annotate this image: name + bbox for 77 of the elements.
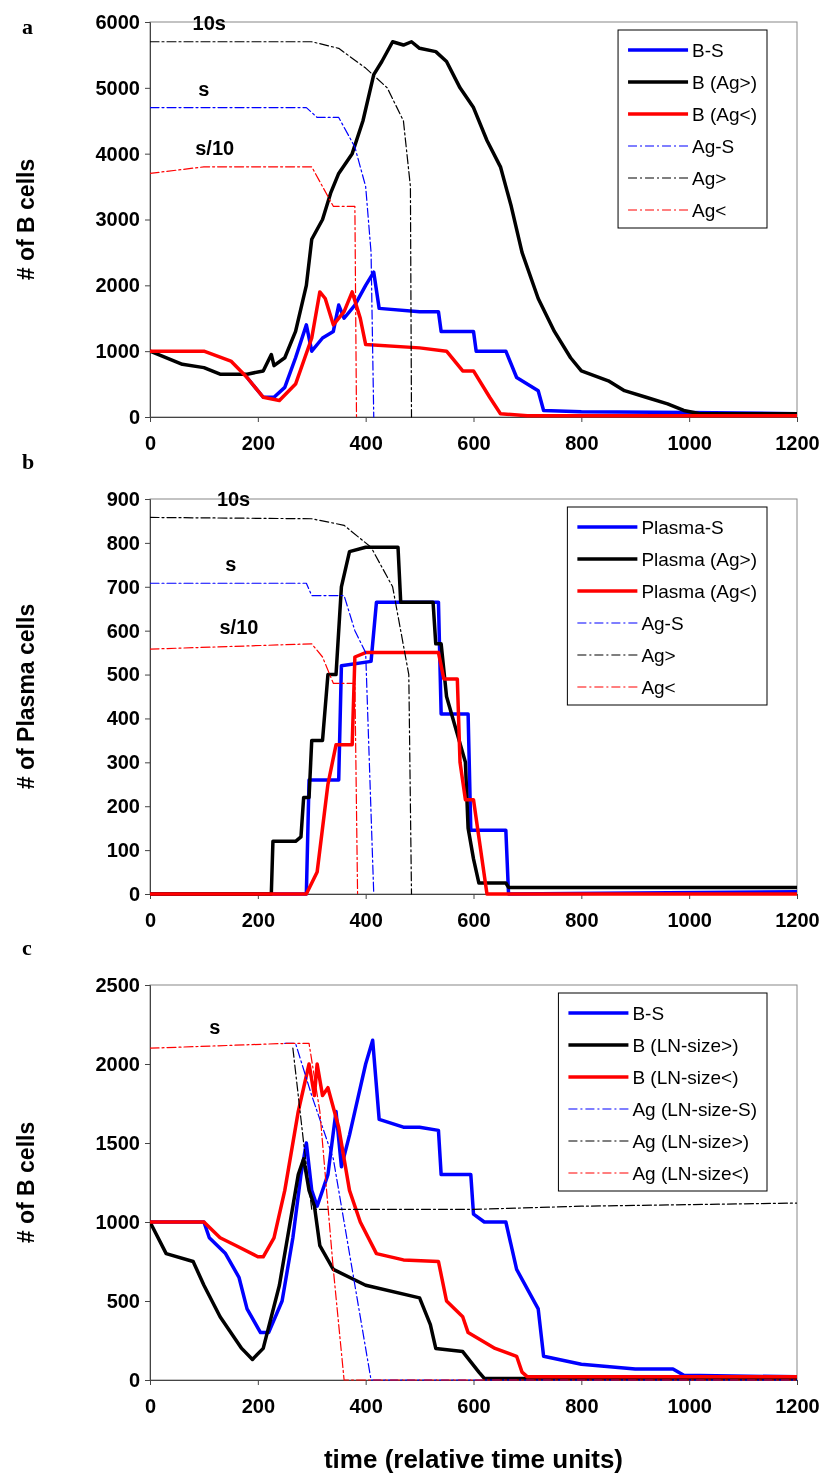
annotation: s [198, 77, 210, 100]
y-tick-label: 0 [128, 882, 140, 905]
y-tick-label: 0 [128, 405, 140, 428]
y-tick-label: 2000 [95, 1052, 140, 1075]
y-tick-label: 1000 [95, 340, 140, 363]
x-tick-label: 0 [144, 432, 157, 455]
x-axis-title: time (relative time units) [323, 1444, 624, 1474]
legend-label: Ag< [641, 677, 676, 698]
y-tick-label: 3000 [95, 208, 140, 231]
line-series [150, 40, 797, 416]
x-tick-label: 1000 [667, 1395, 712, 1418]
y-tick-label: 1000 [95, 1210, 140, 1233]
y-tick-label: 5000 [95, 76, 140, 99]
legend-label: Ag-S [641, 613, 684, 634]
legend-label: Ag (LN-size>) [632, 1131, 750, 1152]
x-tick-label: 0 [144, 1395, 157, 1418]
annotation: 10s [216, 487, 251, 510]
y-tick-label: 0 [128, 1368, 140, 1391]
legend-label: Plasma-S [641, 517, 724, 538]
legend-label: Plasma (Ag<) [641, 581, 757, 602]
annotation: s/10 [219, 616, 259, 639]
annotation: 10s [192, 11, 226, 34]
y-tick-label: 4000 [95, 142, 140, 165]
x-tick-label: 400 [349, 432, 383, 455]
annotation: s [225, 553, 237, 576]
y-tick-label: 2000 [95, 274, 140, 297]
y-tick-label: 2500 [95, 973, 140, 996]
legend-label: B-S [632, 1003, 665, 1024]
y-tick-label: 400 [106, 707, 140, 730]
legend-label: Ag-S [692, 136, 735, 157]
legend-label: Ag (LN-size-S) [632, 1099, 757, 1120]
chart-title: c [22, 935, 32, 960]
x-tick-label: 1200 [775, 909, 820, 932]
x-tick-label: 200 [241, 432, 276, 455]
legend-label: B (Ag<) [692, 104, 757, 125]
y-tick-label: 300 [106, 751, 140, 774]
x-tick-label: 1200 [775, 1395, 820, 1418]
x-tick-label: 800 [565, 432, 599, 455]
y-tick-label: 200 [106, 795, 140, 818]
legend-label: Ag (LN-size<) [632, 1163, 750, 1184]
legend-label: B (LN-size<) [632, 1067, 739, 1088]
legend-label: B (Ag>) [692, 72, 757, 93]
y-tick-label: 100 [106, 839, 140, 862]
legend-label: Plasma (Ag>) [641, 549, 757, 570]
legend-label: Ag> [641, 645, 676, 666]
legend-label: Ag> [692, 168, 727, 189]
x-tick-label: 600 [457, 909, 491, 932]
y-tick-label: 700 [106, 575, 140, 598]
legend-label: Ag< [692, 200, 727, 221]
annotation: s [209, 1015, 221, 1038]
y-axis-title: # of B cells [13, 158, 39, 281]
chart-title: a [22, 14, 33, 39]
x-tick-label: 800 [565, 1395, 599, 1418]
legend-label: B-S [692, 40, 724, 61]
x-tick-label: 0 [144, 909, 157, 932]
annotation: s/10 [195, 136, 235, 159]
x-tick-label: 200 [241, 1395, 276, 1418]
y-axis-title: # of Plasma cells [13, 603, 39, 790]
x-tick-label: 1000 [667, 432, 712, 455]
y-tick-label: 600 [106, 619, 140, 642]
y-tick-label: 900 [106, 487, 140, 510]
x-tick-label: 200 [241, 909, 276, 932]
y-tick-label: 6000 [95, 10, 140, 33]
x-tick-label: 1000 [667, 909, 712, 932]
x-tick-label: 1200 [775, 432, 820, 455]
x-tick-label: 800 [565, 909, 599, 932]
x-tick-label: 400 [349, 1395, 383, 1418]
y-tick-label: 500 [106, 663, 140, 686]
x-tick-label: 600 [457, 1395, 491, 1418]
chart-title: b [22, 449, 35, 474]
x-tick-label: 400 [349, 909, 383, 932]
legend-label: B (LN-size>) [632, 1035, 739, 1056]
y-tick-label: 1500 [95, 1131, 140, 1154]
y-tick-label: 800 [106, 531, 140, 554]
y-axis-title: # of B cells [13, 1121, 39, 1244]
x-tick-label: 600 [457, 432, 491, 455]
y-tick-label: 500 [106, 1289, 140, 1312]
